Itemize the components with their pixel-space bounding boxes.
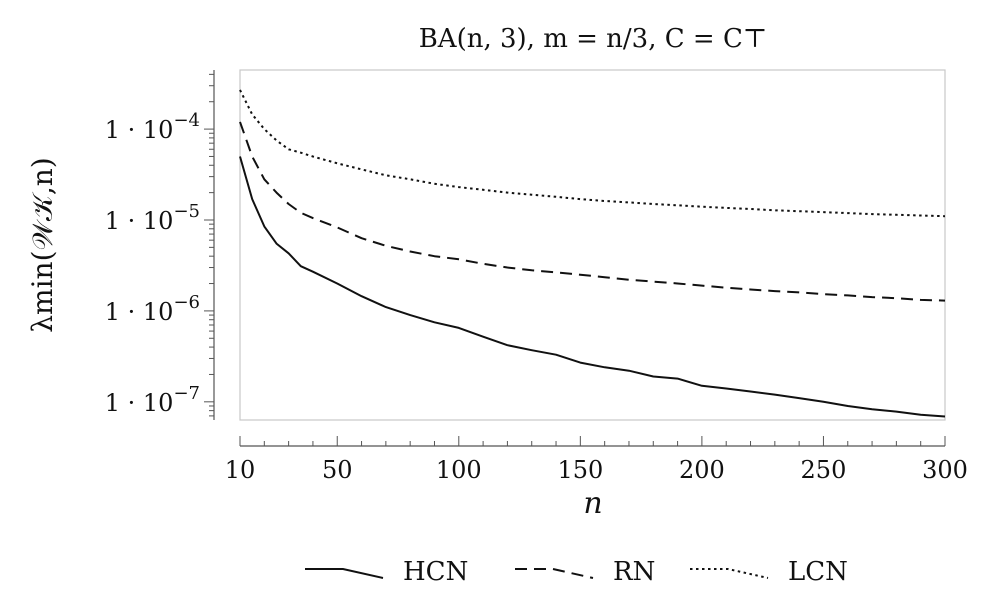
legend-label-lcn: LCN <box>788 557 848 587</box>
x-axis-label: n <box>583 486 602 521</box>
x-tick-label: 250 <box>801 456 847 484</box>
y-axis-label: λmin(𝒲𝒦,n) <box>26 157 59 332</box>
x-tick-label: 150 <box>557 456 603 484</box>
series-line-hcn <box>239 156 946 418</box>
y-tick-exponent: −6 <box>173 292 200 313</box>
legend-swatch-hcn <box>305 568 384 579</box>
x-tick-label: 300 <box>922 456 968 484</box>
y-tick-base: 1 · 10 <box>105 116 174 144</box>
legend: HCN RN LCN <box>305 557 848 587</box>
chart-title: BA(n, 3), m = n/3, C = C⊤ <box>419 24 768 54</box>
legend-label-hcn: HCN <box>403 557 468 587</box>
legend-swatch-rn <box>515 568 594 579</box>
y-tick-exponent: −5 <box>173 201 200 222</box>
y-tick-base: 1 · 10 <box>105 389 174 417</box>
x-axis: 10 50 100 150 200 250 300 <box>225 436 968 484</box>
y-tick-exponent: −4 <box>173 110 200 131</box>
legend-label-rn: RN <box>613 557 655 587</box>
series-line-lcn <box>239 89 946 218</box>
legend-swatch-lcn <box>690 568 769 579</box>
y-tick-base: 1 · 10 <box>105 298 174 326</box>
x-tick-label: 100 <box>436 456 482 484</box>
y-tick-exponent: −7 <box>173 383 200 404</box>
y-tick-label: 1 · 10−7 <box>105 383 200 417</box>
x-tick-label: 10 <box>225 456 256 484</box>
series-line-rn <box>239 121 946 302</box>
x-tick-label: 50 <box>322 456 353 484</box>
y-tick-base: 1 · 10 <box>105 207 174 235</box>
chart-title-text: BA(n, 3), m = n/3, C = C⊤ <box>419 24 768 54</box>
y-axis: 1 · 10−71 · 10−61 · 10−51 · 10−4 <box>105 70 215 420</box>
plot-frame <box>239 69 946 421</box>
y-tick-label: 1 · 10−4 <box>105 110 200 144</box>
y-tick-label: 1 · 10−6 <box>105 292 200 326</box>
x-tick-label: 200 <box>679 456 725 484</box>
series-group <box>239 89 946 418</box>
y-tick-label: 1 · 10−5 <box>105 201 200 235</box>
